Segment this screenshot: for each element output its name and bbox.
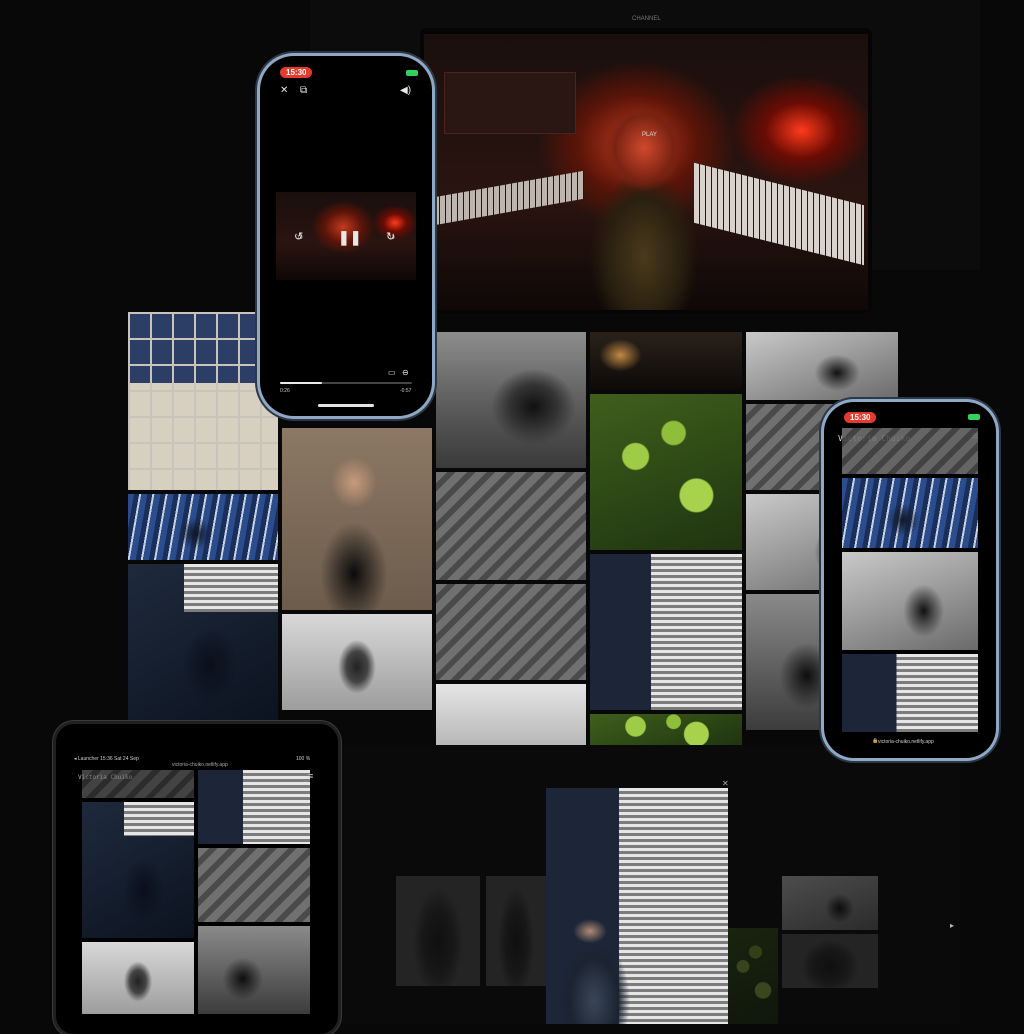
- gallery-grid: [126, 310, 898, 745]
- tablet-hamburger-menu-icon[interactable]: ≡: [308, 771, 314, 781]
- next-arrow-icon[interactable]: ▸: [950, 921, 955, 930]
- masked-figure: [584, 94, 704, 310]
- keyboard: [694, 162, 864, 266]
- battery-icon: [406, 70, 418, 76]
- gallery-photo-leaves[interactable]: [590, 714, 742, 745]
- desktop-video-screen: CHANNEL PLAY: [420, 16, 872, 313]
- phone-gallery-photo-4[interactable]: [842, 654, 978, 732]
- gallery-photo-lily-pads[interactable]: [590, 394, 742, 550]
- tablet-photo-top-right[interactable]: [198, 770, 310, 844]
- phone-url[interactable]: victoria-chuiko.netlify.app: [878, 739, 934, 745]
- desktop-header: CHANNEL: [632, 16, 661, 22]
- lightbox-view: ✕ ▸: [390, 760, 954, 1024]
- tablet-vent-strip: [124, 802, 194, 836]
- lightbox-bg-tile-4: [782, 934, 878, 988]
- skip-back-icon[interactable]: ↺: [294, 231, 304, 243]
- play-label[interactable]: PLAY: [642, 132, 657, 138]
- lightbox-main-photo[interactable]: [546, 788, 728, 1024]
- gallery-photo-blue-wall[interactable]: [128, 494, 278, 560]
- remaining-time: -0:57: [400, 388, 412, 394]
- lightbox-bg-tile-3: [782, 876, 878, 930]
- lightbox-bg-tile-1: [396, 876, 480, 986]
- tablet-status-left: ◂ Launcher 15:36 Sat 24 Sep: [74, 756, 139, 762]
- video-frame[interactable]: ↺ 10 ❚❚ ↻ 10: [276, 192, 416, 280]
- phone-gallery-photo-2[interactable]: [842, 478, 978, 548]
- phone-gallery: 15:30 Victoria Chuiko ≡ 🔒 victoria-chuik…: [824, 402, 996, 758]
- airplay-icon[interactable]: ▭: [388, 368, 396, 377]
- phone-gallery-photo-3[interactable]: [842, 552, 978, 650]
- gallery-photo-stairs[interactable]: [436, 584, 586, 680]
- gallery-photo-smoker[interactable]: [590, 554, 742, 710]
- more-options-icon[interactable]: ⊖: [402, 368, 409, 377]
- lightbox-close-icon[interactable]: ✕: [722, 779, 729, 788]
- vent-strip: [184, 564, 278, 612]
- close-icon[interactable]: ✕: [280, 85, 289, 96]
- lightbox-bg-tile-2: [486, 876, 546, 986]
- smoker-figure: [554, 908, 634, 1024]
- phone-gallery-photo-1[interactable]: [842, 428, 978, 474]
- tablet-photo-top-left[interactable]: [82, 770, 194, 798]
- lightbox-bg-tile-5: [728, 928, 778, 1024]
- synth-panel: [444, 72, 576, 134]
- gallery-photo-silhouettes[interactable]: [590, 332, 742, 390]
- gallery-photo-snow[interactable]: [282, 614, 432, 710]
- gallery-photo-tree[interactable]: [746, 332, 898, 400]
- gallery-photo-woman[interactable]: [282, 428, 432, 610]
- skip-back-label: 10: [297, 235, 303, 241]
- gallery-photo-window[interactable]: [128, 312, 278, 490]
- tablet-photo-snow[interactable]: [82, 942, 194, 1014]
- tablet: ◂ Launcher 15:36 Sat 24 Sep 100 % victor…: [56, 724, 338, 1034]
- tablet-photo-wall[interactable]: [198, 926, 310, 1014]
- video-progress-fill: [280, 382, 323, 384]
- studio-video-frame[interactable]: PLAY: [424, 34, 868, 310]
- phone-gallery-status-time: 15:30: [844, 412, 877, 423]
- pause-icon[interactable]: ❚❚: [338, 229, 362, 245]
- tablet-photo-stairs[interactable]: [198, 848, 310, 922]
- tablet-photo-man-sitting[interactable]: [82, 802, 194, 938]
- phone-status-time: 15:30: [280, 67, 313, 78]
- lock-icon: 🔒: [872, 738, 879, 744]
- gallery-photo-man-sitting[interactable]: [128, 564, 278, 720]
- home-indicator[interactable]: [318, 404, 374, 407]
- skip-forward-label: 10: [389, 235, 395, 241]
- gallery-photo-portrait-light[interactable]: [436, 684, 586, 745]
- skip-forward-icon[interactable]: ↻: [386, 231, 396, 243]
- phone-video-player: 15:30 ✕ ⧉ ◀) ↺ 10 ❚❚ ↻ 10 ▭ ⊖ 0:26 -0:57: [260, 56, 432, 416]
- volume-icon[interactable]: ◀): [400, 85, 412, 96]
- gallery-photo-bench[interactable]: [436, 472, 586, 580]
- battery-icon: [968, 414, 980, 420]
- keyboard-left: [434, 170, 584, 226]
- tablet-status-right: 100 %: [296, 756, 311, 762]
- elapsed-time: 0:26: [280, 388, 290, 394]
- picture-in-picture-icon[interactable]: ⧉: [300, 85, 308, 96]
- gallery-photo-sea-rocks[interactable]: [436, 332, 586, 468]
- tablet-url[interactable]: victoria-chuiko.netlify.app: [172, 762, 228, 768]
- video-progress-bar[interactable]: [280, 382, 412, 384]
